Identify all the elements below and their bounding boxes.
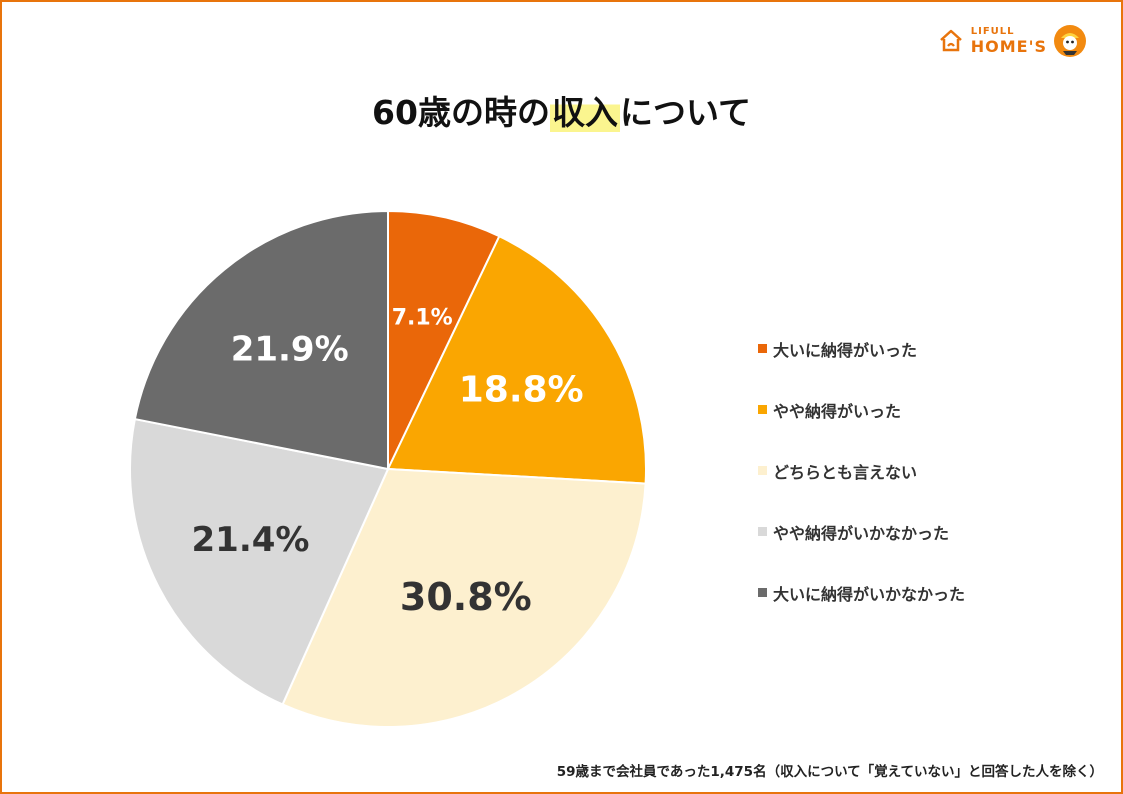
pie-slice-3 xyxy=(281,467,647,728)
pie-slices xyxy=(129,209,647,728)
legend-item-5: 大いに納得がいかなかった xyxy=(758,562,1078,623)
pie-labels: 7.1% 18.8% 30.8% 21.4% 21.9% xyxy=(192,306,584,619)
logo-wordmark: LIFULL HOME'S xyxy=(971,27,1047,55)
legend-swatch xyxy=(758,405,767,414)
pie-label-2: 18.8% xyxy=(459,370,584,411)
legend-item-3: どちらとも言えない xyxy=(758,440,1078,501)
legend-label: やや納得がいった xyxy=(773,401,902,421)
legend-swatch xyxy=(758,466,767,475)
legend-label: 大いに納得がいった xyxy=(773,340,918,360)
brand-logo: LIFULL HOME'S xyxy=(937,24,1087,58)
legend: 大いに納得がいった やや納得がいった どちらとも言えないやや納得がいかなかった 大いに… xyxy=(758,318,1078,623)
legend-item-2: やや納得がいった xyxy=(758,379,1078,440)
legend-item-1: 大いに納得がいった xyxy=(758,318,1078,379)
legend-swatch xyxy=(758,588,767,597)
legend-swatch xyxy=(758,344,767,353)
pie-label-4: 21.4% xyxy=(192,520,310,560)
pie-label-5: 21.9% xyxy=(231,329,349,369)
footnote: 59歳まで会社員であった1,475名（収入について「覚えていない」と回答した人を… xyxy=(556,764,1103,780)
title-highlight: 収入 xyxy=(549,93,620,132)
legend-label: どちらとも言えない xyxy=(773,462,918,482)
pie-slice-2 xyxy=(386,234,647,485)
pie-label-3: 30.8% xyxy=(400,575,532,619)
pie-slice-4 xyxy=(129,417,390,706)
legend-item-4: やや納得がいかなかった xyxy=(758,501,1078,562)
pie-slice-1 xyxy=(387,209,501,470)
house-icon xyxy=(939,29,962,52)
mascot-icon xyxy=(1054,25,1086,57)
logo-line1: LIFULL xyxy=(970,26,1015,37)
legend-label: やや納得がいかなかった xyxy=(773,523,950,543)
legend-swatch xyxy=(758,527,767,536)
title-suffix: について xyxy=(619,93,751,132)
logo-line2: HOME'S xyxy=(970,37,1047,56)
pie-slice-5 xyxy=(133,209,389,471)
pie-label-1: 7.1% xyxy=(392,306,453,331)
title-prefix: 60歳の時の xyxy=(372,93,550,132)
legend-label: 大いに納得がいかなかった xyxy=(773,584,966,604)
chart-title: 60歳の時の収入について xyxy=(0,86,1123,134)
